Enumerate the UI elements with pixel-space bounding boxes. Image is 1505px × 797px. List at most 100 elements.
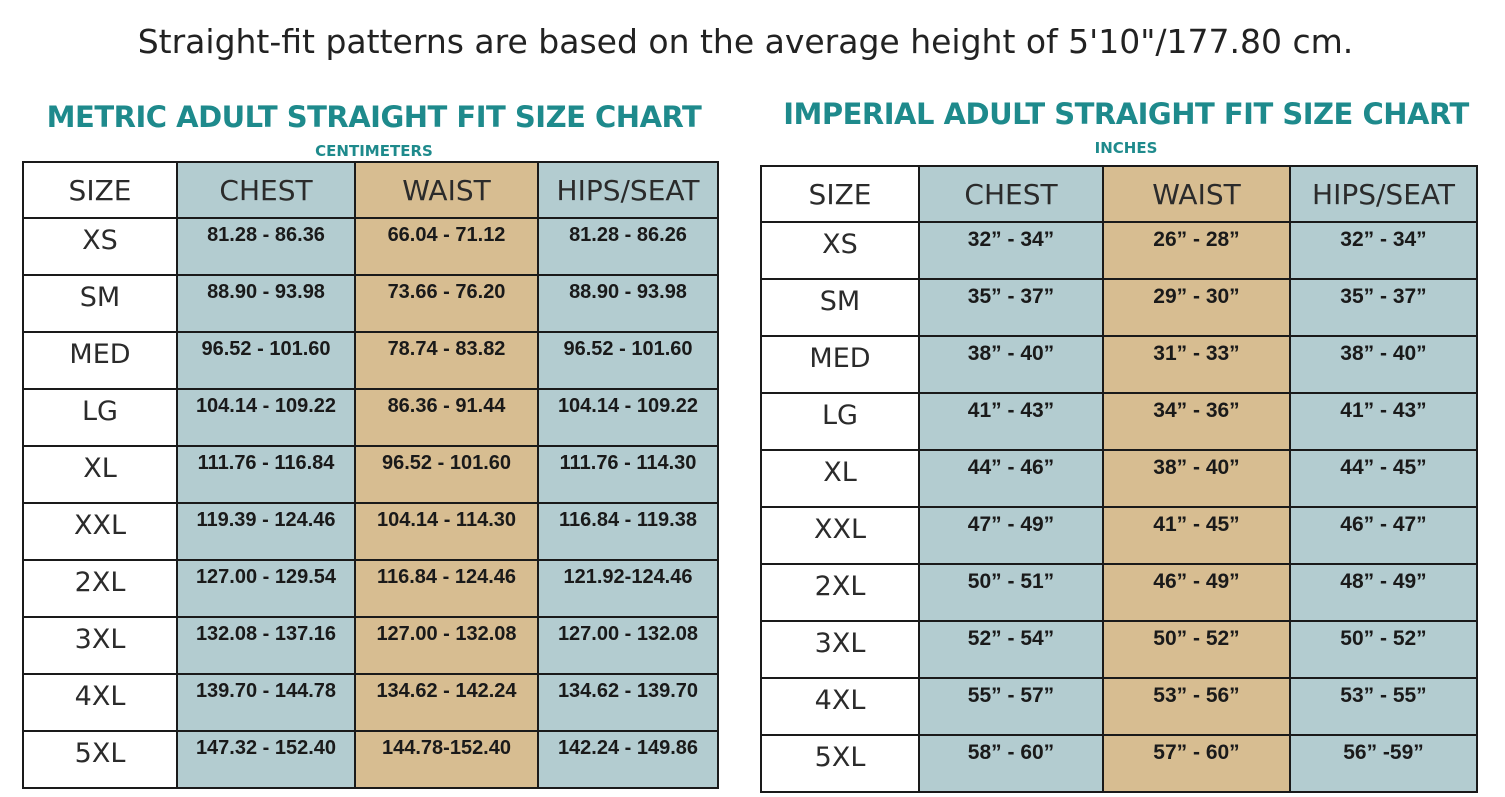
metric-table-row: XL 111.76 - 116.84 96.52 - 101.60 111.76 - … — [22, 445, 719, 504]
imperial-cell-waist: 50” - 52” — [1102, 620, 1291, 679]
metric-table-row: SM 88.90 - 93.98 73.66 - 76.20 88.90 - 93.9… — [22, 274, 719, 333]
metric-cell-size: LG — [22, 388, 178, 447]
imperial-cell-size: LG — [760, 392, 920, 451]
metric-header-size: SIZE — [22, 161, 178, 219]
metric-header-chest: CHEST — [176, 161, 356, 219]
metric-cell-waist: 104.14 - 114.30 — [354, 502, 539, 561]
imperial-cell-size: XS — [760, 221, 920, 280]
imperial-table-row: LG 41” - 43” 34” - 36” 41” - 43” — [760, 392, 1478, 451]
imperial-cell-hips: 38” - 40” — [1289, 335, 1478, 394]
imperial-cell-hips: 56” -59” — [1289, 734, 1478, 793]
imperial-cell-chest: 32” - 34” — [918, 221, 1104, 280]
imperial-cell-size: 2XL — [760, 563, 920, 622]
metric-cell-hips: 134.62 - 139.70 — [537, 673, 719, 732]
metric-cell-hips: 104.14 - 109.22 — [537, 388, 719, 447]
metric-cell-chest: 96.52 - 101.60 — [176, 331, 356, 390]
metric-cell-hips: 81.28 - 86.26 — [537, 217, 719, 276]
metric-table-row: LG 104.14 - 109.22 86.36 - 91.44 104.14 - 1… — [22, 388, 719, 447]
imperial-table-row: 3XL 52” - 54” 50” - 52” 50” - 52” — [760, 620, 1478, 679]
imperial-cell-chest: 35” - 37” — [918, 278, 1104, 337]
metric-table-row: 5XL 147.32 - 152.40 144.78-152.40 142.24 - … — [22, 730, 719, 789]
metric-header-hips: HIPS/SEAT — [537, 161, 719, 219]
metric-size-table: SIZE CHEST WAIST HIPS/SEAT XS 81.28 - 86.… — [22, 161, 719, 789]
metric-table-row: 2XL 127.00 - 129.54 116.84 - 124.46 121.92-… — [22, 559, 719, 618]
imperial-cell-waist: 41” - 45” — [1102, 506, 1291, 565]
imperial-cell-waist: 38” - 40” — [1102, 449, 1291, 508]
metric-cell-hips: 88.90 - 93.98 — [537, 274, 719, 333]
metric-cell-size: XS — [22, 217, 178, 276]
metric-unit-label: CENTIMETERS — [315, 142, 433, 160]
imperial-cell-size: 5XL — [760, 734, 920, 793]
imperial-cell-waist: 53” - 56” — [1102, 677, 1291, 736]
imperial-table-row: SM 35” - 37” 29” - 30” 35” - 37” — [760, 278, 1478, 337]
imperial-cell-waist: 29” - 30” — [1102, 278, 1291, 337]
imperial-cell-hips: 50” - 52” — [1289, 620, 1478, 679]
imperial-cell-hips: 46” - 47” — [1289, 506, 1478, 565]
imperial-cell-hips: 32” - 34” — [1289, 221, 1478, 280]
imperial-unit-label: INCHES — [1094, 139, 1158, 157]
metric-cell-waist: 144.78-152.40 — [354, 730, 539, 789]
imperial-cell-waist: 46” - 49” — [1102, 563, 1291, 622]
imperial-cell-chest: 41” - 43” — [918, 392, 1104, 451]
imperial-table-row: XXL 47” - 49” 41” - 45” 46” - 47” — [760, 506, 1478, 565]
metric-cell-waist: 127.00 - 132.08 — [354, 616, 539, 675]
metric-cell-waist: 96.52 - 101.60 — [354, 445, 539, 504]
imperial-cell-chest: 55” - 57” — [918, 677, 1104, 736]
metric-cell-size: XL — [22, 445, 178, 504]
imperial-table-row: 5XL 58” - 60” 57” - 60” 56” -59” — [760, 734, 1478, 793]
metric-cell-hips: 121.92-124.46 — [537, 559, 719, 618]
metric-cell-waist: 134.62 - 142.24 — [354, 673, 539, 732]
imperial-table-row: XL 44” - 46” 38” - 40” 44” - 45” — [760, 449, 1478, 508]
imperial-cell-size: XXL — [760, 506, 920, 565]
imperial-cell-chest: 38” - 40” — [918, 335, 1104, 394]
metric-cell-chest: 132.08 - 137.16 — [176, 616, 356, 675]
metric-table-row: MED 96.52 - 101.60 78.74 - 83.82 96.52 - 10… — [22, 331, 719, 390]
metric-table-row: 4XL 139.70 - 144.78 134.62 - 142.24 134.62 … — [22, 673, 719, 732]
metric-cell-hips: 111.76 - 114.30 — [537, 445, 719, 504]
imperial-table-row: 4XL 55” - 57” 53” - 56” 53” - 55” — [760, 677, 1478, 736]
imperial-cell-chest: 58” - 60” — [918, 734, 1104, 793]
imperial-cell-size: XL — [760, 449, 920, 508]
imperial-size-table: SIZE CHEST WAIST HIPS/SEAT XS 32” - 34” 26… — [760, 165, 1478, 793]
imperial-cell-waist: 31” - 33” — [1102, 335, 1291, 394]
metric-table-row: 3XL 132.08 - 137.16 127.00 - 132.08 127.00 … — [22, 616, 719, 675]
metric-cell-size: 2XL — [22, 559, 178, 618]
imperial-header-size: SIZE — [760, 165, 920, 223]
imperial-cell-chest: 47” - 49” — [918, 506, 1104, 565]
metric-cell-size: 5XL — [22, 730, 178, 789]
metric-chart-title: METRIC ADULT STRAIGHT FIT SIZE CHART — [46, 100, 702, 134]
imperial-cell-chest: 44” - 46” — [918, 449, 1104, 508]
metric-cell-hips: 127.00 - 132.08 — [537, 616, 719, 675]
imperial-chart-title: IMPERIAL ADULT STRAIGHT FIT SIZE CHART — [783, 97, 1469, 131]
imperial-cell-waist: 26” - 28” — [1102, 221, 1291, 280]
metric-cell-chest: 119.39 - 124.46 — [176, 502, 356, 561]
metric-cell-waist: 116.84 - 124.46 — [354, 559, 539, 618]
imperial-cell-waist: 34” - 36” — [1102, 392, 1291, 451]
metric-cell-chest: 147.32 - 152.40 — [176, 730, 356, 789]
metric-cell-size: MED — [22, 331, 178, 390]
imperial-cell-size: MED — [760, 335, 920, 394]
metric-cell-size: SM — [22, 274, 178, 333]
metric-cell-waist: 66.04 - 71.12 — [354, 217, 539, 276]
metric-cell-chest: 127.00 - 129.54 — [176, 559, 356, 618]
metric-cell-chest: 111.76 - 116.84 — [176, 445, 356, 504]
imperial-cell-chest: 50” - 51” — [918, 563, 1104, 622]
imperial-cell-hips: 48” - 49” — [1289, 563, 1478, 622]
metric-header-waist: WAIST — [354, 161, 539, 219]
imperial-header-waist: WAIST — [1102, 165, 1291, 223]
metric-table-row: XS 81.28 - 86.36 66.04 - 71.12 81.28 - 86.2… — [22, 217, 719, 276]
imperial-cell-size: 4XL — [760, 677, 920, 736]
metric-table-row: XXL 119.39 - 124.46 104.14 - 114.30 116.84 … — [22, 502, 719, 561]
metric-cell-chest: 139.70 - 144.78 — [176, 673, 356, 732]
imperial-table-row: MED 38” - 40” 31” - 33” 38” - 40” — [760, 335, 1478, 394]
imperial-header-hips: HIPS/SEAT — [1289, 165, 1478, 223]
metric-cell-waist: 73.66 - 76.20 — [354, 274, 539, 333]
metric-cell-waist: 78.74 - 83.82 — [354, 331, 539, 390]
imperial-cell-size: SM — [760, 278, 920, 337]
imperial-cell-hips: 44” - 45” — [1289, 449, 1478, 508]
metric-cell-chest: 88.90 - 93.98 — [176, 274, 356, 333]
imperial-cell-hips: 53” - 55” — [1289, 677, 1478, 736]
metric-cell-hips: 142.24 - 149.86 — [537, 730, 719, 789]
imperial-cell-size: 3XL — [760, 620, 920, 679]
metric-header-row: SIZE CHEST WAIST HIPS/SEAT — [22, 161, 719, 219]
